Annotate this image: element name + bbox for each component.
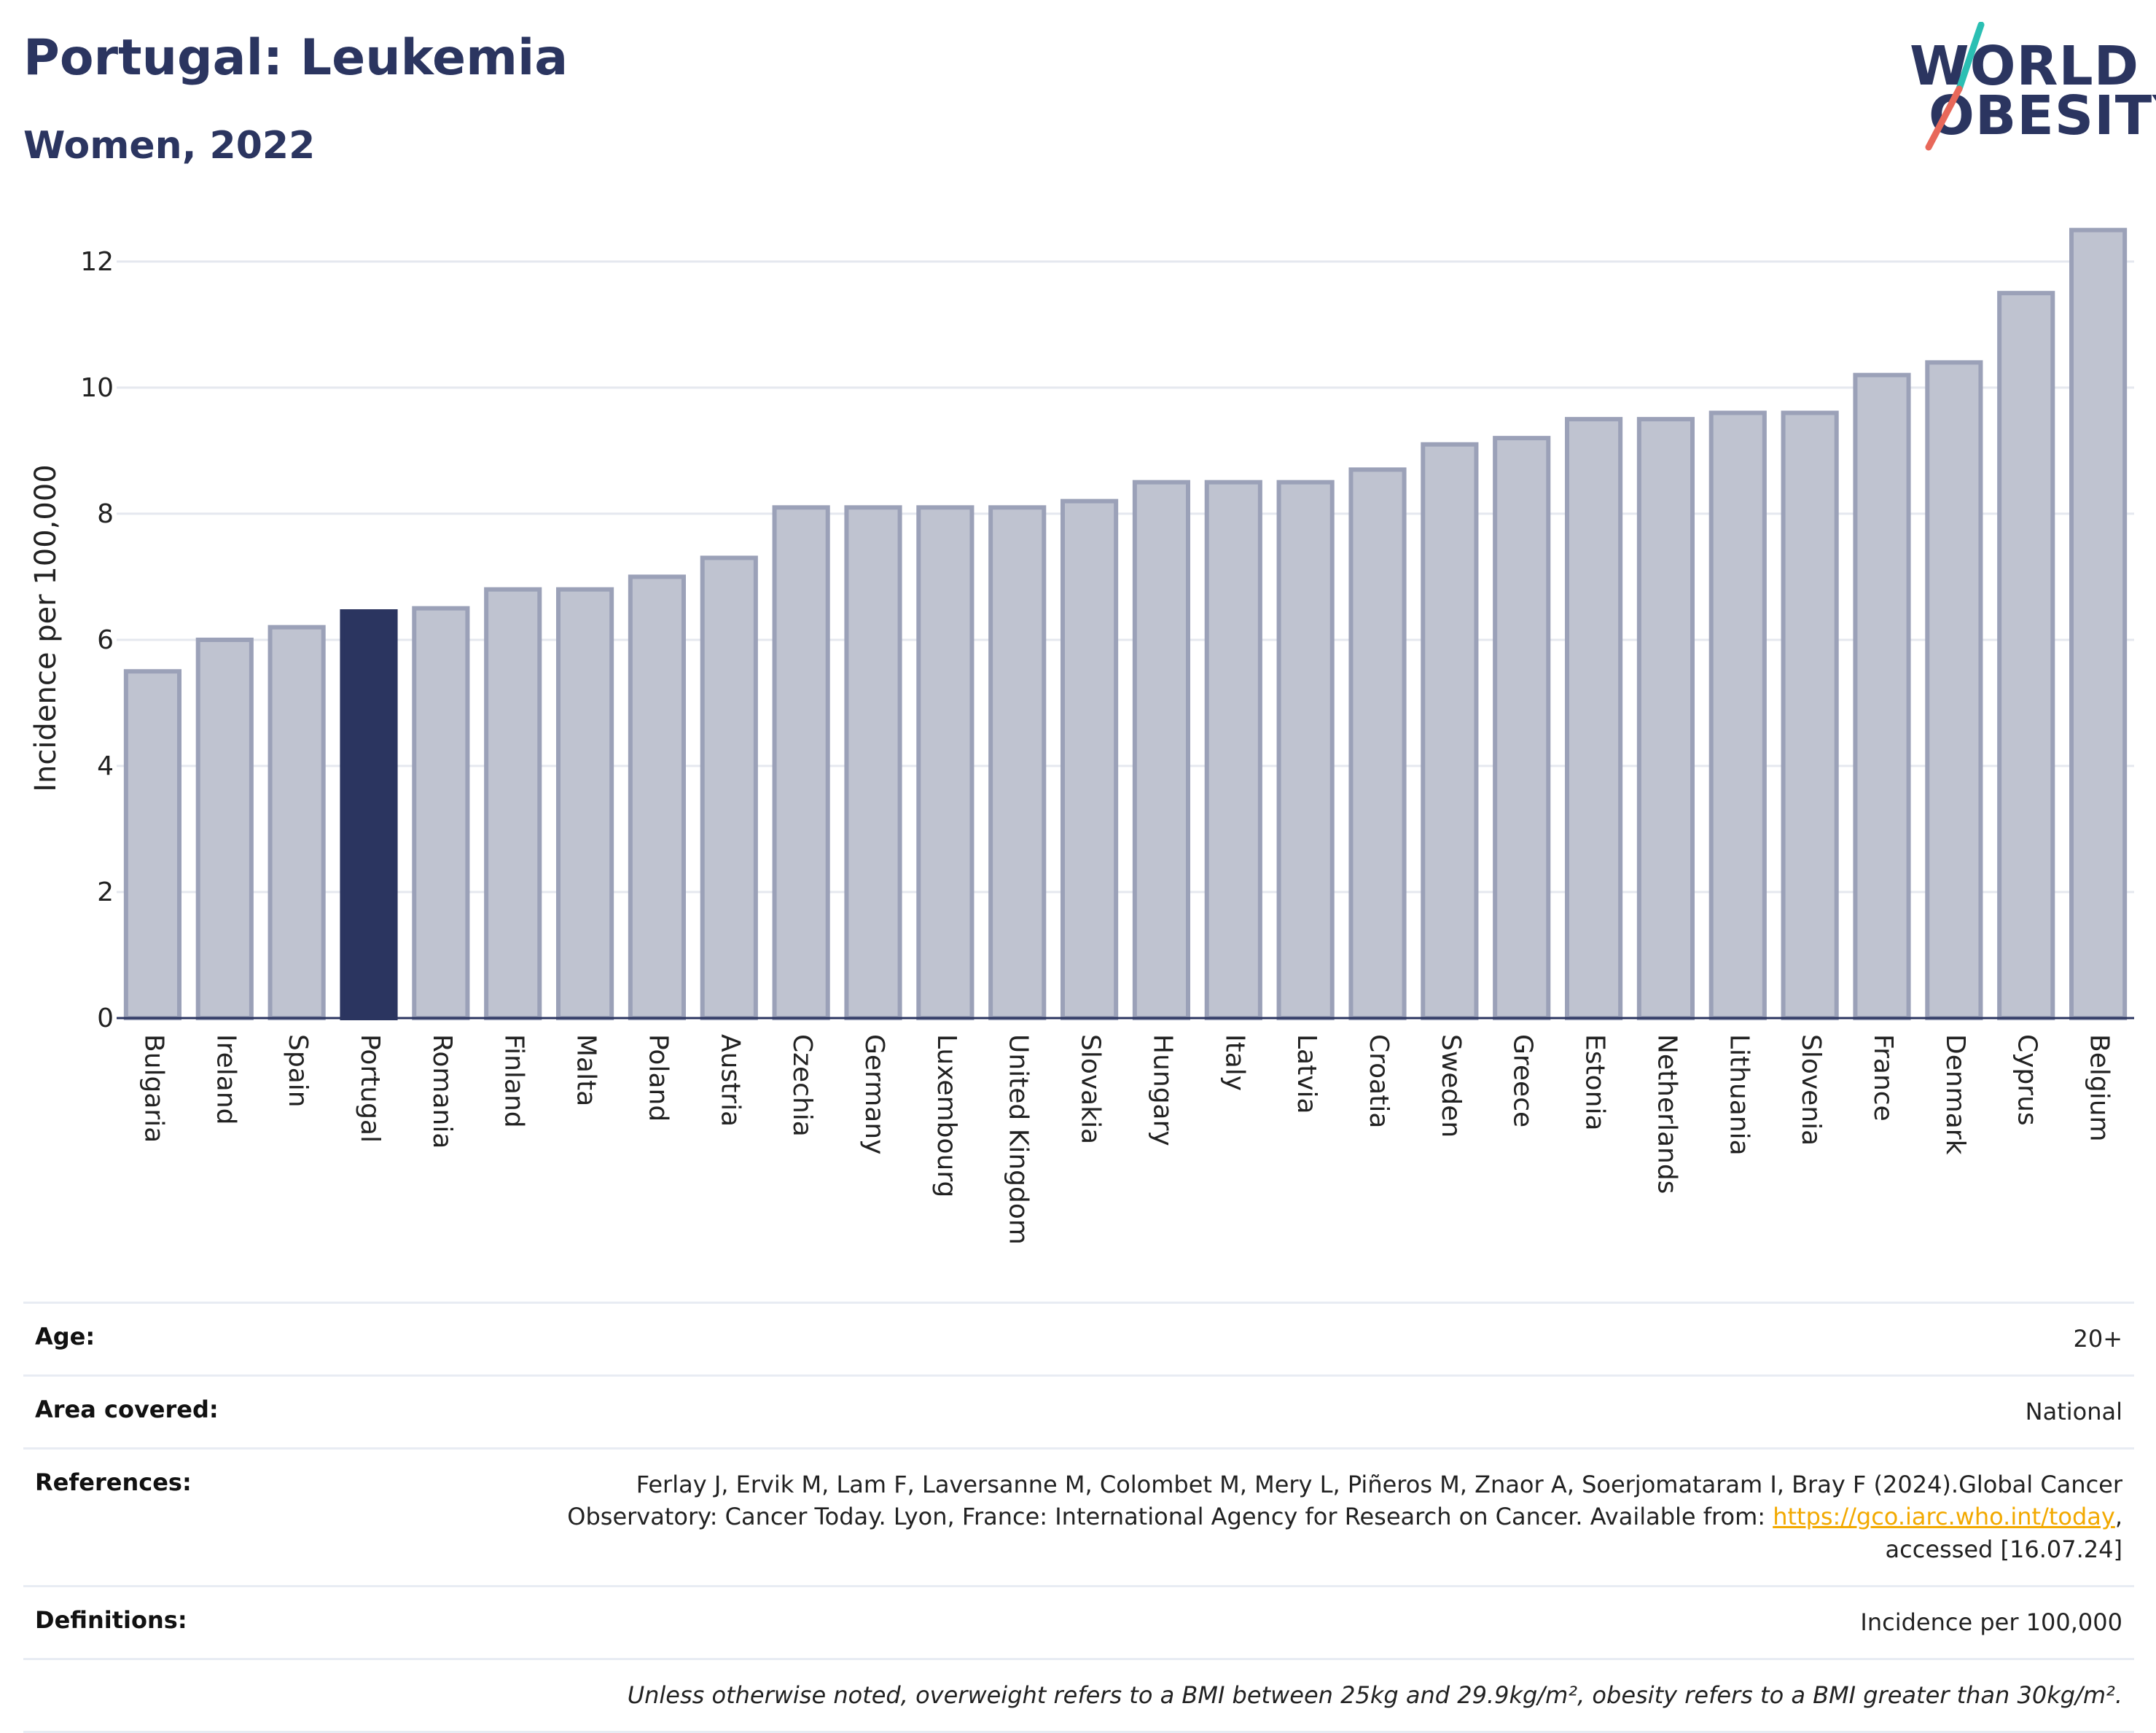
bar-latvia	[1276, 480, 1335, 1020]
bar-portugal	[340, 609, 398, 1020]
area-label: Area covered:	[23, 1374, 484, 1449]
bmi-note: Unless otherwise noted, overweight refer…	[484, 1657, 2134, 1733]
bar-netherlands	[1636, 417, 1695, 1020]
x-tick-label: Slovakia	[1076, 1034, 1106, 1144]
x-tick-labels: Bulgaria Ireland Spain Portugal Romania Finla…	[138, 1034, 2114, 1245]
bar-romania	[412, 606, 470, 1020]
bar-austria	[700, 555, 758, 1020]
logo-line-2: OBESITY	[1929, 85, 2156, 147]
bar-finland	[484, 587, 542, 1020]
references-label: References:	[23, 1447, 484, 1587]
bar-malta	[555, 587, 614, 1020]
y-tick-label: 2	[97, 877, 114, 907]
meta-row-area: Area covered: National	[23, 1374, 2134, 1449]
bar-cyprus	[1997, 291, 2055, 1020]
metadata-table: Age: 20+ Area covered: National Referenc…	[23, 1302, 2134, 1733]
bar-hungary	[1132, 480, 1191, 1020]
area-value: National	[484, 1374, 2134, 1449]
x-tick-label: Bulgaria	[138, 1034, 168, 1143]
bar-belgium	[2069, 227, 2128, 1021]
page-title: Portugal: Leukemia	[23, 29, 569, 87]
references-link[interactable]: https://gco.iarc.who.int/today	[1773, 1503, 2115, 1531]
x-tick-label: Croatia	[1364, 1034, 1394, 1128]
bar-estonia	[1564, 417, 1623, 1020]
y-tick-label: 4	[97, 751, 114, 781]
x-tick-label: Estonia	[1580, 1034, 1610, 1131]
x-tick-label: Latvia	[1292, 1034, 1321, 1114]
y-tick-label: 0	[97, 1004, 114, 1033]
meta-row-references: References: Ferlay J, Ervik M, Lam F, La…	[23, 1447, 2134, 1587]
bar-greece	[1493, 436, 1551, 1020]
definitions-label: Definitions:	[23, 1584, 484, 1659]
page-subtitle: Women, 2022	[23, 124, 316, 168]
y-tick-label: 10	[80, 373, 114, 403]
age-label: Age:	[23, 1302, 484, 1376]
x-tick-label: Germany	[859, 1034, 889, 1154]
y-axis-title: Incidence per 100,000	[29, 464, 63, 792]
meta-row-age: Age: 20+	[23, 1302, 2134, 1376]
x-tick-label: United Kingdom	[1004, 1034, 1034, 1245]
y-tick-label: 8	[97, 499, 114, 529]
bar-croatia	[1348, 467, 1407, 1020]
x-tick-label: Spain	[283, 1034, 313, 1108]
references-value: Ferlay J, Ervik M, Lam F, Laversanne M, …	[484, 1447, 2134, 1587]
x-tick-label: France	[1868, 1034, 1898, 1122]
x-tick-label: Portugal	[355, 1034, 385, 1143]
x-tick-label: Greece	[1508, 1034, 1538, 1127]
x-tick-label: Cyprus	[2012, 1034, 2042, 1126]
logo-slash-icon	[1925, 22, 1985, 151]
bar-spain	[267, 625, 326, 1020]
x-tick-label: Hungary	[1147, 1034, 1177, 1146]
bar-sweden	[1421, 442, 1479, 1020]
x-tick-label: Romania	[427, 1034, 457, 1149]
x-tick-label: Poland	[643, 1034, 673, 1122]
definitions-value: Incidence per 100,000	[484, 1584, 2134, 1659]
x-tick-label: Belgium	[2085, 1034, 2114, 1142]
x-tick-label: Malta	[571, 1034, 601, 1106]
x-tick-label: Lithuania	[1724, 1034, 1754, 1156]
bar-italy	[1204, 480, 1262, 1020]
bar-ireland	[195, 637, 254, 1020]
bar-france	[1853, 372, 1911, 1020]
bar-germany	[844, 505, 902, 1020]
x-tick-label: Denmark	[1940, 1034, 1970, 1155]
bar-denmark	[1925, 360, 1983, 1021]
references-text-2: Observatory: Cancer Today. Lyon, France:…	[567, 1503, 1773, 1531]
bar-luxembourg	[916, 505, 975, 1020]
bar-lithuania	[1708, 410, 1767, 1020]
meta-row-note: Unless otherwise noted, overweight refer…	[23, 1657, 2134, 1733]
x-tick-label: Netherlands	[1652, 1034, 1682, 1194]
meta-row-definitions: Definitions: Incidence per 100,000	[23, 1584, 2134, 1659]
x-tick-label: Ireland	[211, 1034, 241, 1125]
age-value: 20+	[484, 1302, 2134, 1376]
x-tick-label: Austria	[715, 1034, 745, 1127]
x-tick-label: Luxembourg	[931, 1034, 961, 1197]
x-tick-label: Czechia	[787, 1034, 817, 1137]
y-tick-label: 6	[97, 625, 114, 655]
bar-bulgaria	[123, 669, 182, 1020]
references-text-3: ,	[2114, 1503, 2122, 1531]
references-text-4: accessed [16.07.24]	[1885, 1536, 2122, 1564]
bar-czechia	[772, 505, 830, 1020]
bar-chart: 0 2 4 6 8 10 12 Bulgaria Ireland Spain Portugal Ro…	[29, 227, 2134, 1245]
bar-slovenia	[1781, 410, 1839, 1020]
y-tick-label: 12	[80, 247, 114, 277]
bars	[123, 227, 2128, 1021]
x-tick-label: Finland	[499, 1034, 529, 1128]
x-tick-label: Sweden	[1436, 1034, 1466, 1138]
x-tick-label: Italy	[1219, 1034, 1249, 1091]
logo-line-1: WORLD	[1910, 35, 2140, 98]
bar-united-kingdom	[988, 505, 1047, 1020]
y-tick-labels: 0 2 4 6 8 10 12	[80, 247, 114, 1033]
x-tick-label: Slovenia	[1796, 1034, 1826, 1146]
references-text-1: Ferlay J, Ervik M, Lam F, Laversanne M, …	[636, 1470, 2122, 1498]
bar-slovakia	[1060, 498, 1119, 1020]
world-obesity-logo: WORLD OBESITY	[1895, 22, 2156, 153]
bar-poland	[628, 574, 687, 1020]
